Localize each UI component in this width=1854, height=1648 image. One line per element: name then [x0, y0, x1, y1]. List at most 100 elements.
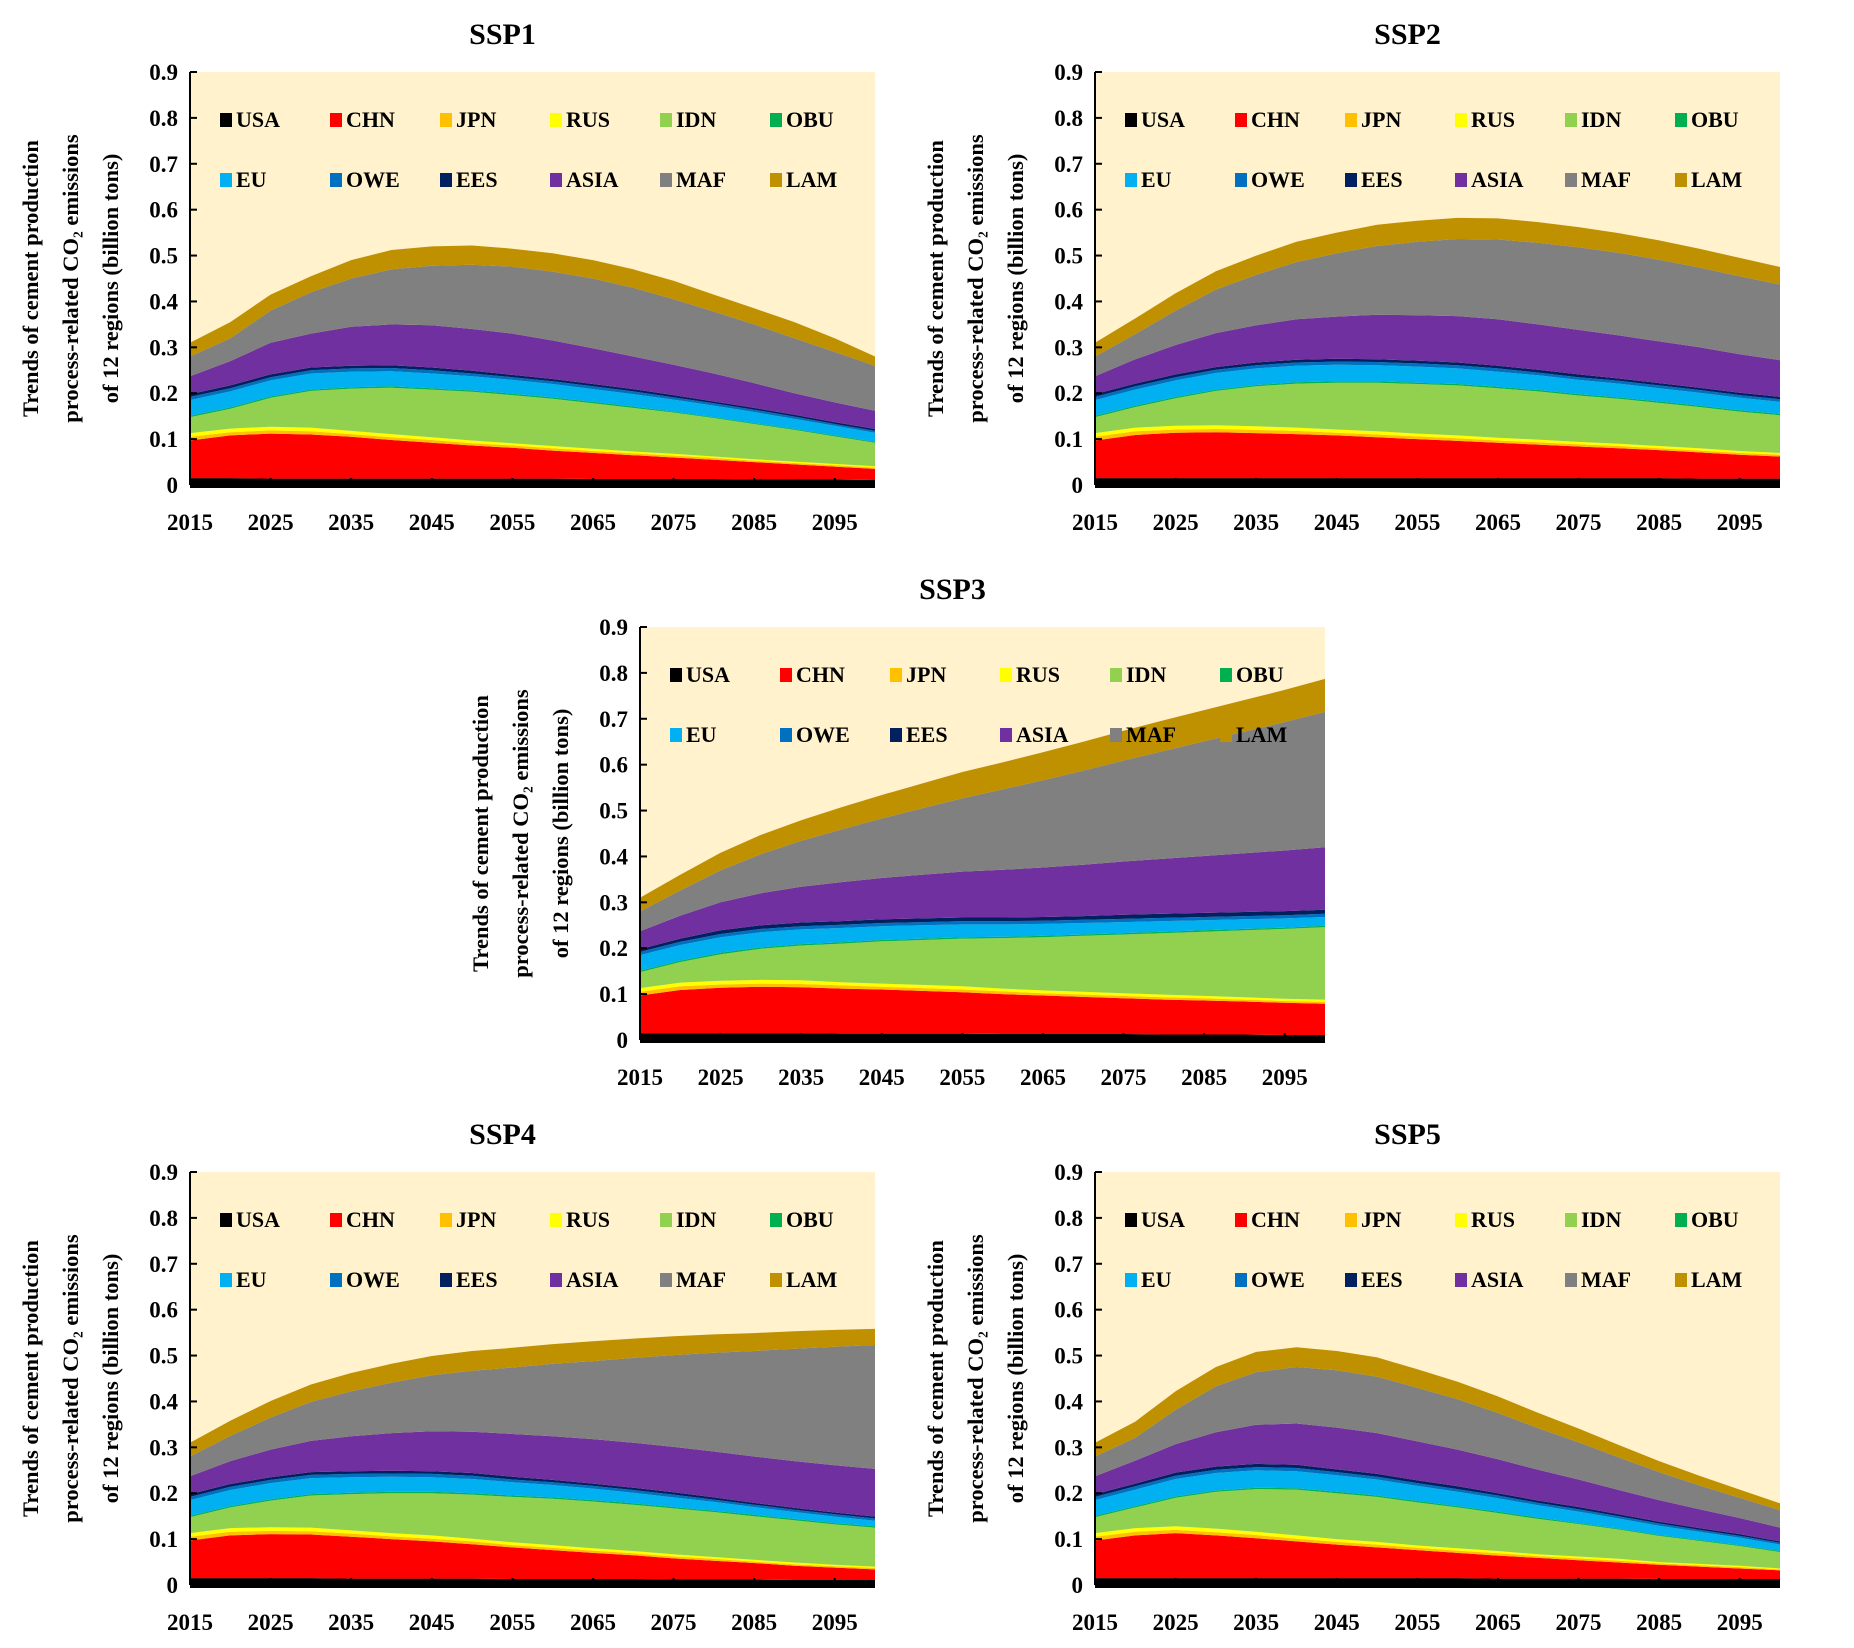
y-tick-label: 0.5 — [149, 244, 178, 269]
y-tick-label: 0.2 — [149, 1481, 178, 1506]
y-tick-label: 0.4 — [149, 1389, 178, 1414]
legend-label: IDN — [676, 1207, 716, 1232]
x-tick-label: 2065 — [570, 1610, 616, 1635]
y-axis-label-line: of 12 regions (billion tons) — [98, 154, 123, 404]
legend-swatch — [660, 1273, 672, 1287]
chart-title: SSP2 — [1374, 18, 1441, 51]
x-tick-label: 2075 — [1101, 1065, 1147, 1090]
legend-swatch — [1455, 1273, 1467, 1287]
legend: USA CHN JPN RUS IDN OBU EU OWE EES ASIA MAF LAM — [220, 107, 838, 192]
y-axis-label-line: Trends of cement production — [923, 140, 948, 417]
legend-swatch — [220, 113, 232, 127]
legend-swatch — [1345, 173, 1357, 187]
y-tick-label: 0.7 — [1054, 1252, 1083, 1277]
legend-item-jpn: JPN — [440, 1207, 496, 1232]
y-axis-label: Trends of cement production process-relat… — [923, 1234, 1028, 1523]
x-tick-label: 2055 — [489, 1610, 535, 1635]
area-idn — [1095, 1489, 1780, 1569]
legend-swatch — [1675, 173, 1687, 187]
legend-swatch — [770, 1273, 782, 1287]
legend-item-maf: MAF — [1565, 167, 1631, 192]
legend-label: EES — [456, 1267, 498, 1292]
legend-label: EU — [1141, 1267, 1172, 1292]
y-tick-label: 0.1 — [599, 982, 628, 1007]
y-tick-label: 0.8 — [599, 661, 628, 686]
legend-swatch — [660, 1213, 672, 1227]
legend-item-maf: MAF — [1110, 722, 1176, 747]
legend-label: CHN — [1251, 107, 1300, 132]
legend-item-idn: IDN — [660, 1207, 716, 1232]
legend-label: EU — [1141, 167, 1172, 192]
area-maf — [640, 711, 1325, 932]
x-tick-label: 2065 — [1020, 1065, 1066, 1090]
legend-label: EES — [456, 167, 498, 192]
legend-swatch — [330, 1213, 342, 1227]
y-axis-label-line: Trends of cement production — [468, 695, 493, 972]
legend-item-owe: OWE — [780, 722, 850, 747]
area-lam — [1095, 1347, 1780, 1511]
y-tick-label: 0.5 — [1054, 1344, 1083, 1369]
legend-label: RUS — [566, 1207, 610, 1232]
legend-swatch — [1345, 1213, 1357, 1227]
legend-label: OBU — [786, 107, 834, 132]
x-tick-label: 2035 — [328, 1610, 374, 1635]
legend-swatch — [660, 113, 672, 127]
legend-swatch — [440, 1213, 452, 1227]
legend-swatch — [440, 1273, 452, 1287]
legend-label: USA — [236, 1207, 280, 1232]
legend-label: CHN — [346, 1207, 395, 1232]
legend-item-owe: OWE — [1235, 1267, 1305, 1292]
legend-swatch — [550, 1213, 562, 1227]
legend-label: OBU — [1691, 1207, 1739, 1232]
chart-panel-ssp5: SSP5 0 0.1 0.2 0.3 0.4 0.5 0.6 0.7 0.8 0.9 2015 2025… — [905, 1100, 1805, 1648]
chart-title: SSP4 — [469, 1118, 536, 1151]
legend-item-maf: MAF — [1565, 1267, 1631, 1292]
x-tick-label: 2025 — [248, 1610, 294, 1635]
legend-label: USA — [1141, 107, 1185, 132]
legend-swatch — [660, 173, 672, 187]
legend-label: MAF — [1581, 167, 1631, 192]
legend-label: LAM — [1691, 1267, 1743, 1292]
area-rus — [1095, 1526, 1780, 1570]
legend-item-rus: RUS — [550, 1207, 610, 1232]
y-tick-label: 0.2 — [1054, 381, 1083, 406]
legend-swatch — [1455, 173, 1467, 187]
legend-label: EES — [1361, 1267, 1403, 1292]
legend-label: ASIA — [1471, 167, 1524, 192]
legend-item-usa: USA — [220, 107, 280, 132]
legend-label: OBU — [1236, 662, 1284, 687]
area-chn — [190, 433, 875, 480]
y-axis-label-line: process-related CO₂ emissions — [58, 1234, 83, 1523]
area-idn — [190, 387, 875, 467]
area-jpn — [1095, 429, 1780, 457]
chart-panel-ssp2: SSP2 0 0.1 0.2 0.3 0.4 0.5 0.6 0.7 0.8 0.9 2015 2025… — [905, 0, 1805, 540]
x-tick-label: 2055 — [1394, 1610, 1440, 1635]
x-tick-label: 2085 — [1181, 1065, 1227, 1090]
x-tick-label: 2075 — [1556, 1610, 1602, 1635]
legend-item-rus: RUS — [1455, 1207, 1515, 1232]
y-axis-label-line: Trends of cement production — [18, 140, 43, 417]
legend-item-jpn: JPN — [440, 107, 496, 132]
area-idn — [640, 927, 1325, 1000]
chart-title: SSP5 — [1374, 1118, 1441, 1151]
x-tick-label: 2065 — [1475, 1610, 1521, 1635]
legend-label: ASIA — [1471, 1267, 1524, 1292]
x-tick-label: 2055 — [939, 1065, 985, 1090]
legend-label: MAF — [1126, 722, 1176, 747]
area-owe — [190, 368, 875, 433]
chart-panel-ssp3: SSP3 0 0.1 0.2 0.3 0.4 0.5 0.6 0.7 0.8 0.9 2015 2025… — [450, 555, 1350, 1095]
area-ees — [190, 1470, 875, 1519]
legend-label: RUS — [1471, 1207, 1515, 1232]
legend-label: MAF — [676, 1267, 726, 1292]
legend-swatch — [1455, 113, 1467, 127]
legend-label: RUS — [1471, 107, 1515, 132]
y-axis-label-line: process-related CO₂ emissions — [508, 689, 533, 978]
legend-swatch — [770, 173, 782, 187]
legend-swatch — [1675, 113, 1687, 127]
x-tick-label: 2035 — [328, 510, 374, 535]
y-tick-label: 0 — [1072, 1573, 1084, 1598]
y-tick-label: 0.7 — [599, 707, 628, 732]
legend-item-ees: EES — [440, 167, 498, 192]
legend-swatch — [1110, 668, 1122, 682]
legend-swatch — [1675, 1273, 1687, 1287]
